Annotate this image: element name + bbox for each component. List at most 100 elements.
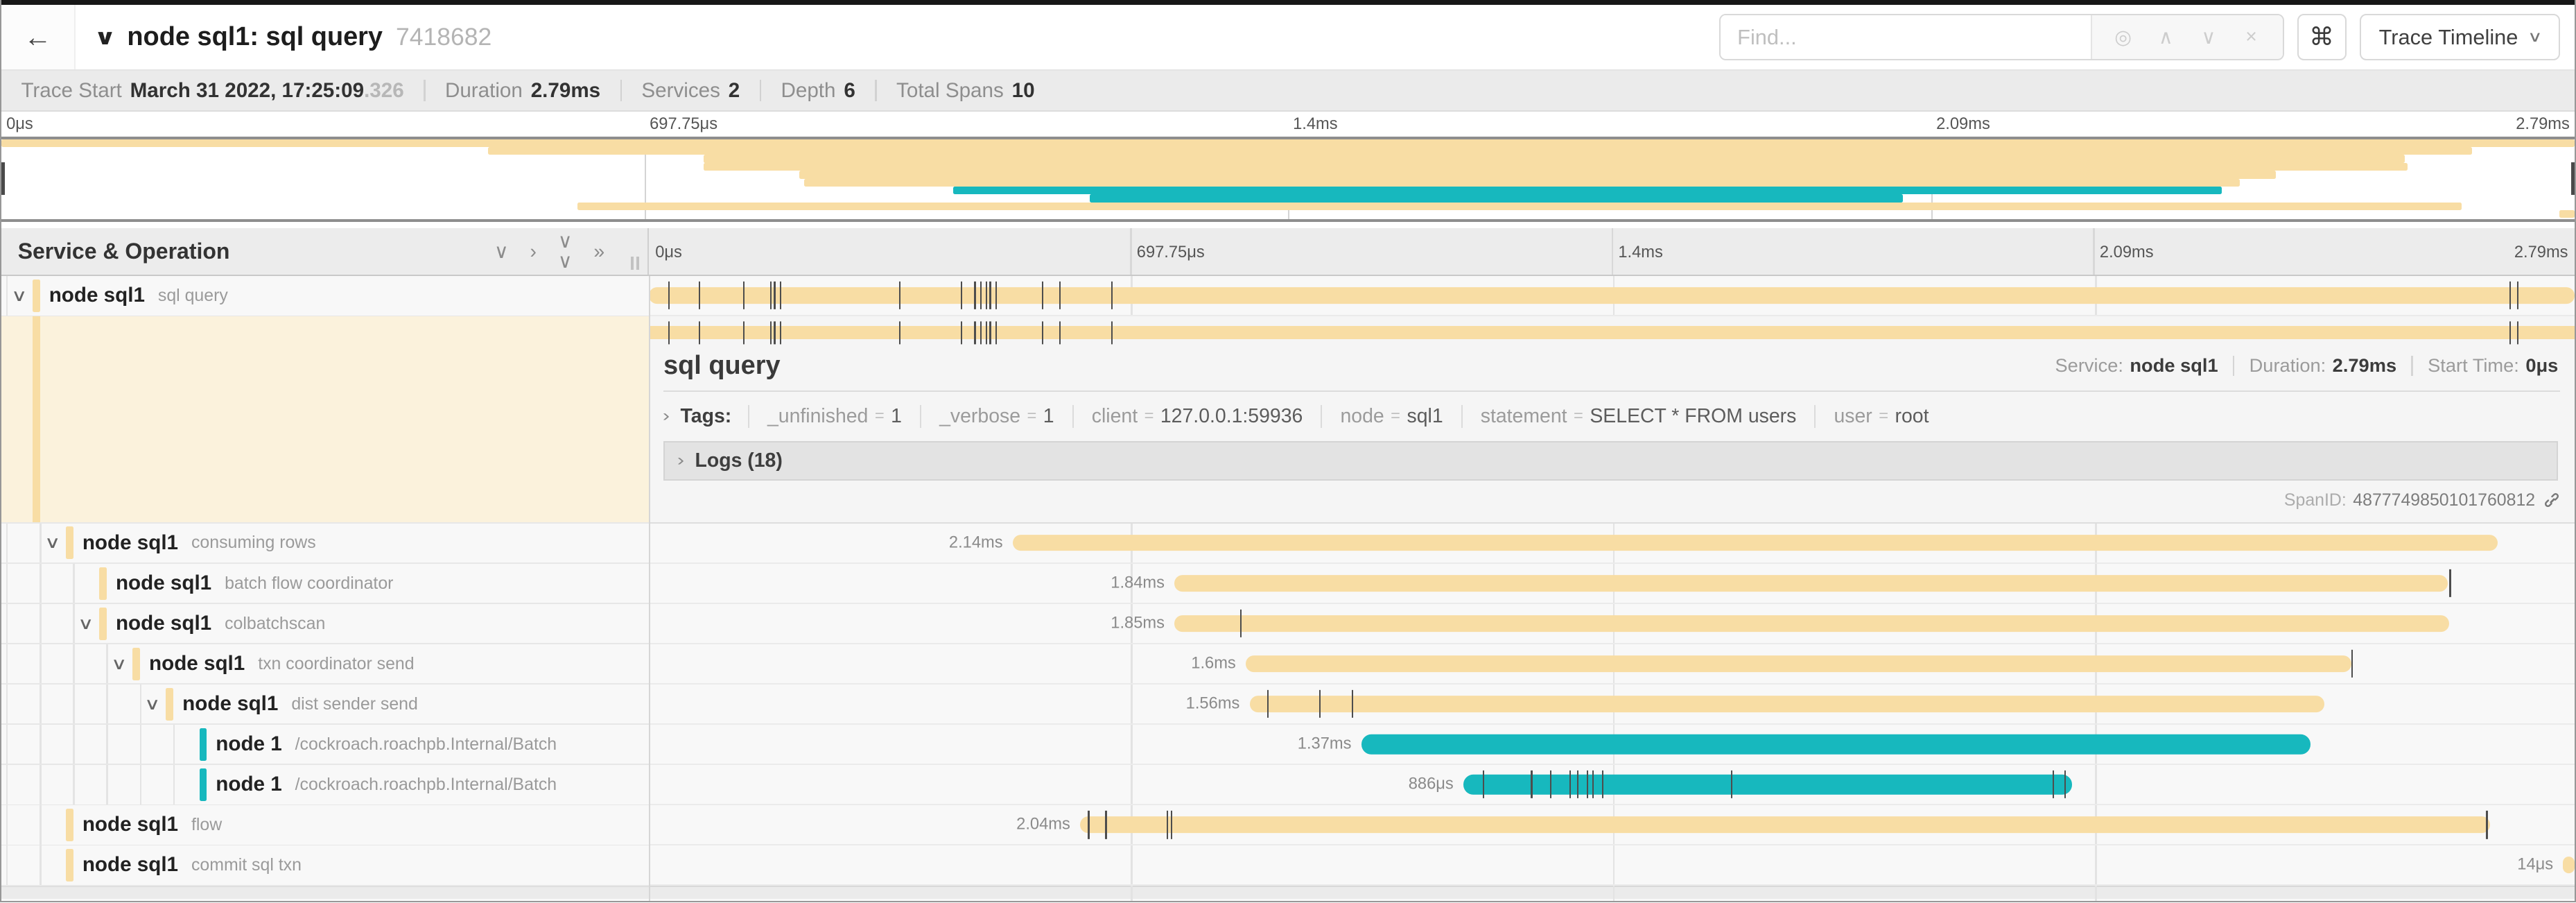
span-timeline-cell[interactable] (648, 276, 2575, 315)
find-group: ◎ ∧ ∨ × (1719, 14, 2284, 60)
span-service-name: node sql1 (149, 652, 245, 676)
deep-link-icon[interactable] (2543, 492, 2561, 510)
selected-span-bar[interactable] (648, 321, 2575, 345)
tree-timeline-divider[interactable] (648, 276, 651, 902)
span-tree-cell[interactable]: node sql1 commit sql txn (1, 845, 649, 886)
span-duration-label: 1.6ms (1191, 654, 1236, 673)
meta-label: Trace Start (21, 78, 122, 102)
span-bar[interactable] (2563, 857, 2575, 874)
span-bar[interactable] (1174, 575, 2448, 592)
span-bar[interactable] (1463, 774, 2072, 795)
span-bar[interactable] (1080, 816, 2490, 834)
log-tick (774, 321, 776, 345)
span-tree-cell[interactable]: node sql1 flow (1, 805, 649, 846)
span-bar[interactable] (1012, 534, 2498, 551)
column-resize-handle[interactable] (631, 257, 639, 270)
chevron-down-icon[interactable]: ∨ (94, 24, 117, 49)
span-timeline-cell[interactable]: 1.85ms (649, 604, 2575, 643)
chevron-down-icon[interactable]: ∨ (110, 655, 128, 673)
span-row--cockroach-roachpb-internal-batch[interactable]: node 1/cockroach.roachpb.Internal/Batch 8… (1, 765, 2575, 806)
meta-label: Services (641, 78, 720, 102)
span-row-commit-sql-txn[interactable]: node sql1 commit sql txn 14μs (1, 845, 2575, 886)
log-tick (1482, 771, 1485, 799)
chevron-down-icon[interactable]: ∨ (10, 286, 27, 305)
span-operation-name: commit sql txn (191, 854, 302, 875)
span-detail-title: sql query (663, 350, 781, 380)
span-row-flow[interactable]: node sql1 flow 2.04ms (1, 805, 2575, 846)
span-row-dist-sender-send[interactable]: ∨ node sql1 dist sender send 1.56ms (1, 685, 2575, 725)
minimap-right-scrub-handle[interactable] (2571, 162, 2575, 196)
span-tree-cell[interactable]: ∨ node sql1 colbatchscan (1, 603, 649, 645)
collapse-all-icon[interactable]: ∨ ∨ (557, 230, 573, 273)
tag-item: _unfinished = 1 (747, 405, 920, 429)
keyboard-shortcuts-button[interactable]: ⌘ (2297, 14, 2347, 60)
back-button[interactable]: ← (1, 5, 76, 69)
chevron-down-icon[interactable]: ∨ (44, 534, 61, 553)
log-tick (1105, 811, 1107, 839)
tree-indent-guide (6, 603, 8, 644)
tag-equals: = (874, 407, 885, 426)
span-bar[interactable] (1174, 615, 2450, 632)
span-bar[interactable] (1361, 734, 2311, 755)
log-tick (1239, 609, 1242, 638)
page-title: node sql1: sql query (127, 22, 383, 51)
expand-one-icon[interactable]: › (530, 240, 537, 263)
span-timeline-cell[interactable]: 14μs (649, 845, 2575, 884)
span-tree-cell[interactable]: ∨ node sql1 consuming rows (1, 523, 649, 565)
trace-view-selector[interactable]: Trace Timeline ∨ (2359, 14, 2560, 60)
find-input[interactable] (1721, 15, 2091, 59)
span-tree-cell[interactable]: node 1/cockroach.roachpb.Internal/Batch (1, 765, 649, 806)
span-timeline-cell[interactable]: 1.6ms (649, 644, 2575, 683)
meta-value-suffix: .326 (364, 78, 404, 102)
tags-row[interactable]: › Tags: _unfinished = 1 _verbose = 1 client = 12… (649, 392, 2575, 440)
minimap-span-strip (1, 162, 2575, 171)
meta-separator (2411, 356, 2413, 376)
span-tree-cell[interactable]: ∨ node sql1 txn coordinator send (1, 644, 649, 685)
span-row-batch-flow-coordinator[interactable]: node sql1 batch flow coordinator 1.84ms (1, 563, 2575, 605)
span-duration-label: 1.84ms (1111, 574, 1165, 592)
span-color-bar (33, 316, 40, 522)
logs-row[interactable]: › Logs (18) (663, 441, 2559, 481)
span-service-name: node sql1 (49, 284, 145, 307)
minimap-left-scrub-handle[interactable] (1, 162, 5, 196)
span-tree-cell[interactable]: ∨ node sql1 sql query (1, 276, 649, 317)
span-bar[interactable] (648, 287, 2575, 304)
chevron-down-icon[interactable]: ∨ (143, 695, 161, 714)
trace-id-short: 7418682 (395, 23, 492, 51)
meta-value: March 31 2022, 17:25:09 (130, 78, 365, 102)
span-timeline-cell[interactable]: 2.14ms (649, 524, 2575, 562)
meta-value: 10 (1011, 78, 1035, 102)
span-operation-name: /cockroach.roachpb.Internal/Batch (295, 734, 557, 754)
match-locate-icon[interactable]: ◎ (2114, 26, 2132, 49)
span-row-sql-query[interactable]: ∨ node sql1 sql query (1, 276, 2575, 317)
collapse-one-icon[interactable]: ∨ (494, 240, 509, 263)
window-top-edge (1, 0, 2575, 6)
span-timeline-cell[interactable]: 1.56ms (649, 685, 2575, 723)
span-row-consuming-rows[interactable]: ∨ node sql1 consuming rows 2.14ms (1, 523, 2575, 565)
minimap-canvas[interactable] (1, 136, 2575, 222)
span-row-colbatchscan[interactable]: ∨ node sql1 colbatchscan 1.85ms (1, 603, 2575, 645)
span-tree-cell[interactable]: node sql1 batch flow coordinator (1, 563, 649, 605)
chevron-down-icon[interactable]: ∨ (77, 614, 94, 633)
span-service-name: node sql1 (115, 612, 212, 635)
span-bar[interactable] (1245, 655, 2351, 672)
span-row--cockroach-roachpb-internal-batch[interactable]: node 1/cockroach.roachpb.Internal/Batch 1… (1, 725, 2575, 766)
span-tree-cell[interactable]: node 1/cockroach.roachpb.Internal/Batch (1, 725, 649, 766)
expand-all-icon[interactable]: » (593, 240, 605, 263)
span-timeline-cell[interactable]: 1.84ms (649, 564, 2575, 603)
trace-meta-item: Depth 6 (781, 79, 855, 103)
next-match-icon[interactable]: ∨ (2201, 26, 2216, 49)
minimap-span-bar (487, 147, 2472, 155)
tag-equals: = (1574, 407, 1583, 426)
span-row-txn-coordinator-send[interactable]: ∨ node sql1 txn coordinator send 1.6ms (1, 644, 2575, 685)
span-timeline-cell[interactable]: 1.37ms (649, 725, 2575, 764)
log-tick (2509, 321, 2511, 345)
span-bar[interactable] (1249, 696, 2324, 712)
span-tree-cell[interactable]: ∨ node sql1 dist sender send (1, 685, 649, 725)
span-timeline-cell[interactable]: 886μs (649, 765, 2575, 804)
span-timeline-cell[interactable]: 2.04ms (649, 805, 2575, 844)
prev-match-icon[interactable]: ∧ (2158, 26, 2173, 49)
clear-find-icon[interactable]: × (2245, 26, 2257, 48)
log-tick (960, 281, 963, 310)
detail-meta-label: Start Time: (2428, 354, 2519, 377)
